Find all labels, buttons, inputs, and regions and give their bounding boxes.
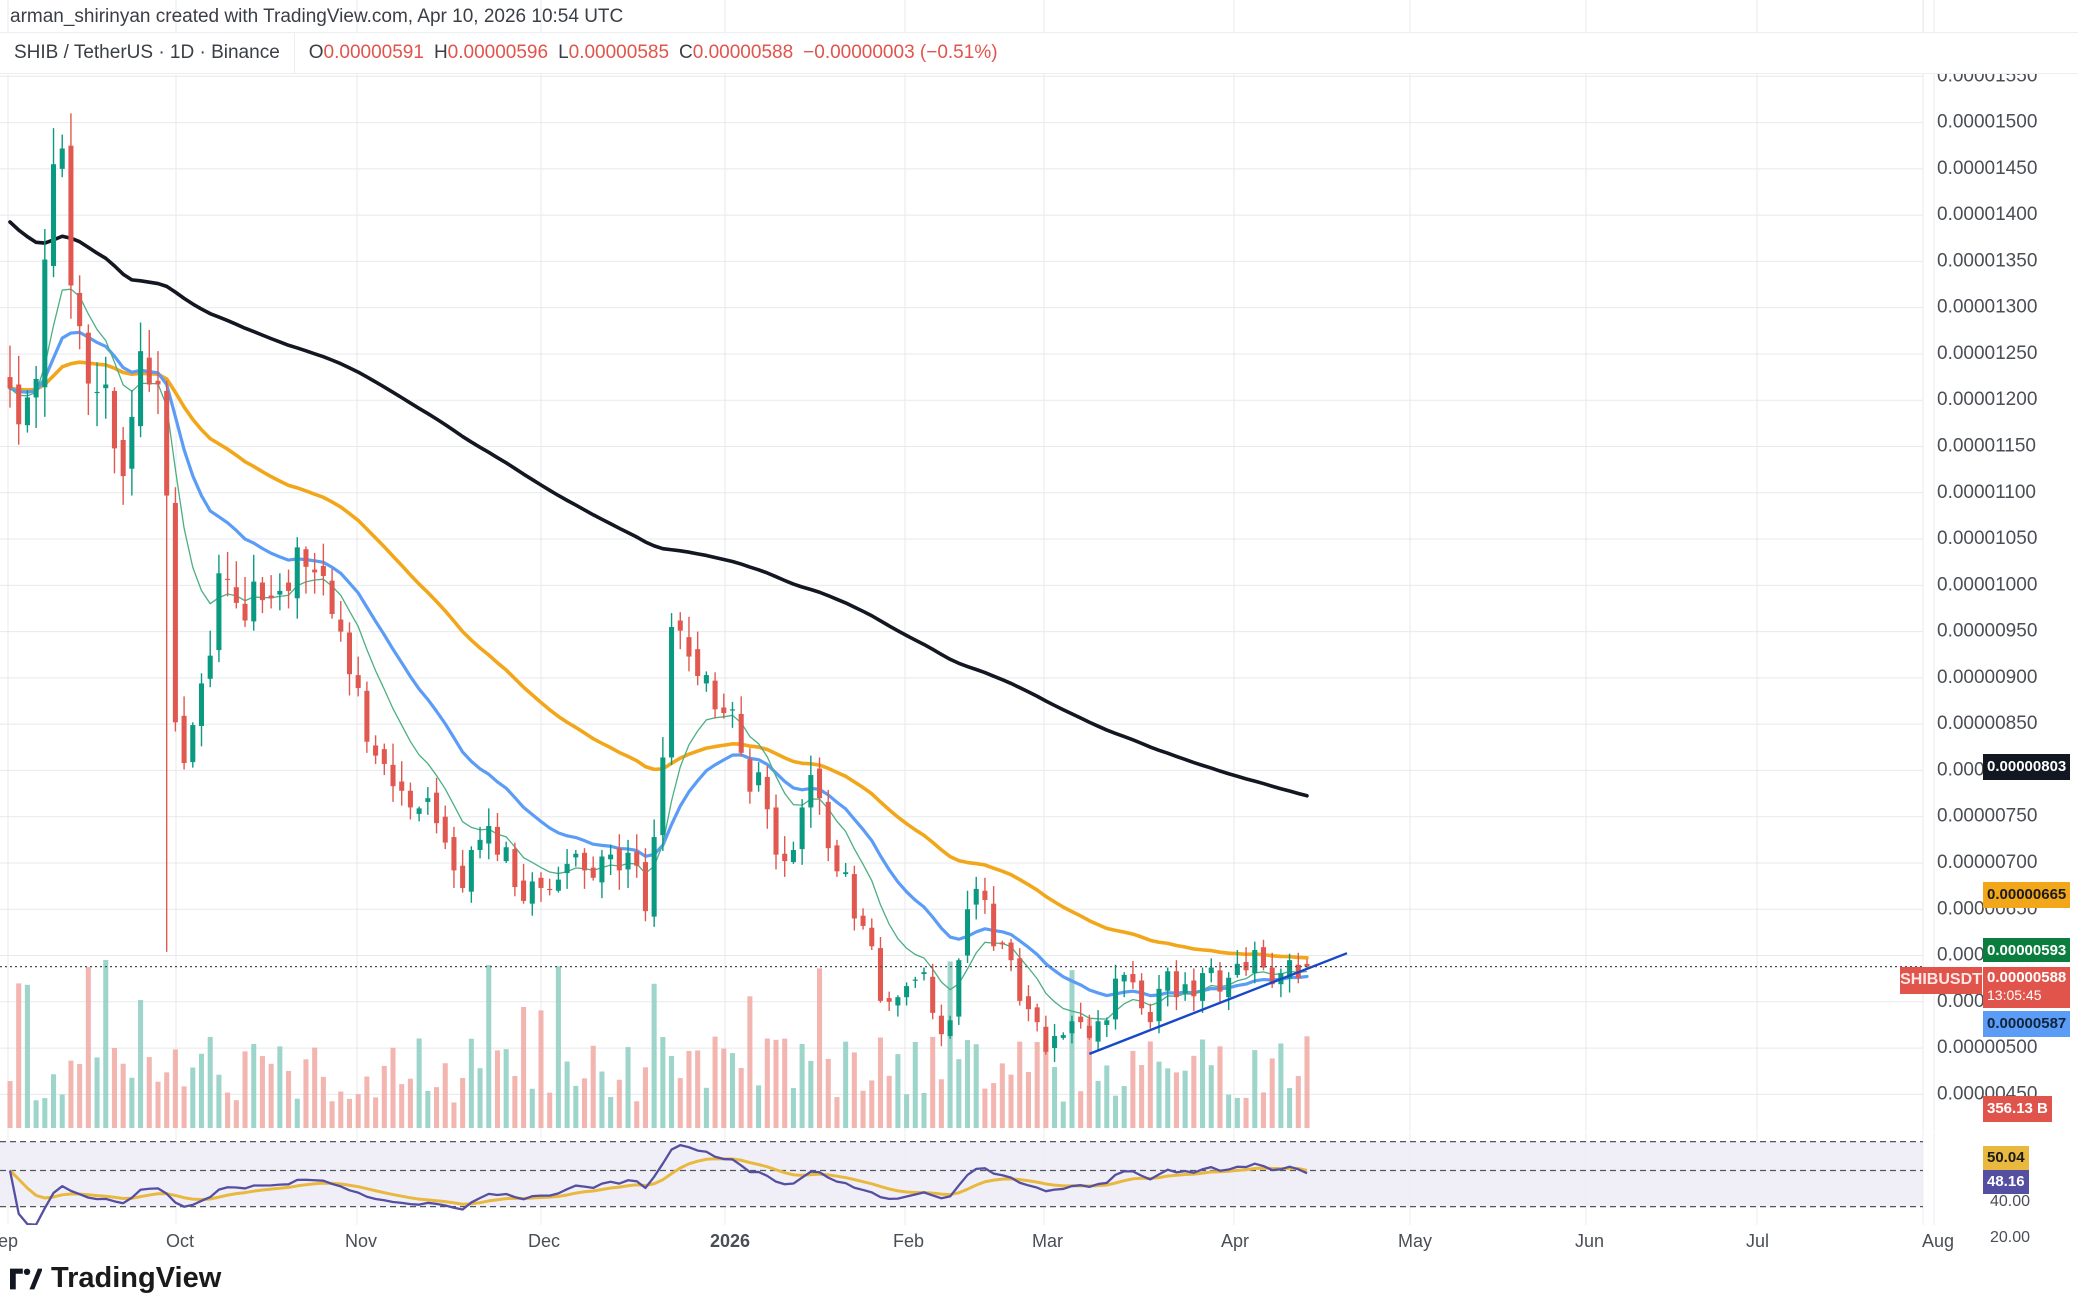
svg-text:0.00000950: 0.00000950 <box>1937 621 2037 642</box>
svg-text:0.00001100: 0.00001100 <box>1937 482 2036 503</box>
svg-text:0.00001350: 0.00001350 <box>1937 250 2037 271</box>
svg-text:0.00001150: 0.00001150 <box>1937 436 2036 457</box>
svg-text:0.00000850: 0.00000850 <box>1937 713 2037 734</box>
svg-text:0.00000500: 0.00000500 <box>1937 1037 2037 1058</box>
svg-text:0.00001250: 0.00001250 <box>1937 343 2037 364</box>
svg-text:0.00000900: 0.00000900 <box>1937 667 2037 688</box>
svg-text:0.00001500: 0.00001500 <box>1937 112 2037 133</box>
svg-text:0.00001000: 0.00001000 <box>1937 574 2037 595</box>
svg-text:0.00001050: 0.00001050 <box>1937 528 2037 549</box>
svg-text:0.00001300: 0.00001300 <box>1937 297 2037 318</box>
svg-text:0.00000700: 0.00000700 <box>1937 852 2037 873</box>
svg-text:0.00000750: 0.00000750 <box>1937 806 2037 827</box>
svg-text:0.00001200: 0.00001200 <box>1937 389 2037 410</box>
svg-text:0.00001400: 0.00001400 <box>1937 204 2037 225</box>
svg-text:0.00001450: 0.00001450 <box>1937 158 2037 179</box>
